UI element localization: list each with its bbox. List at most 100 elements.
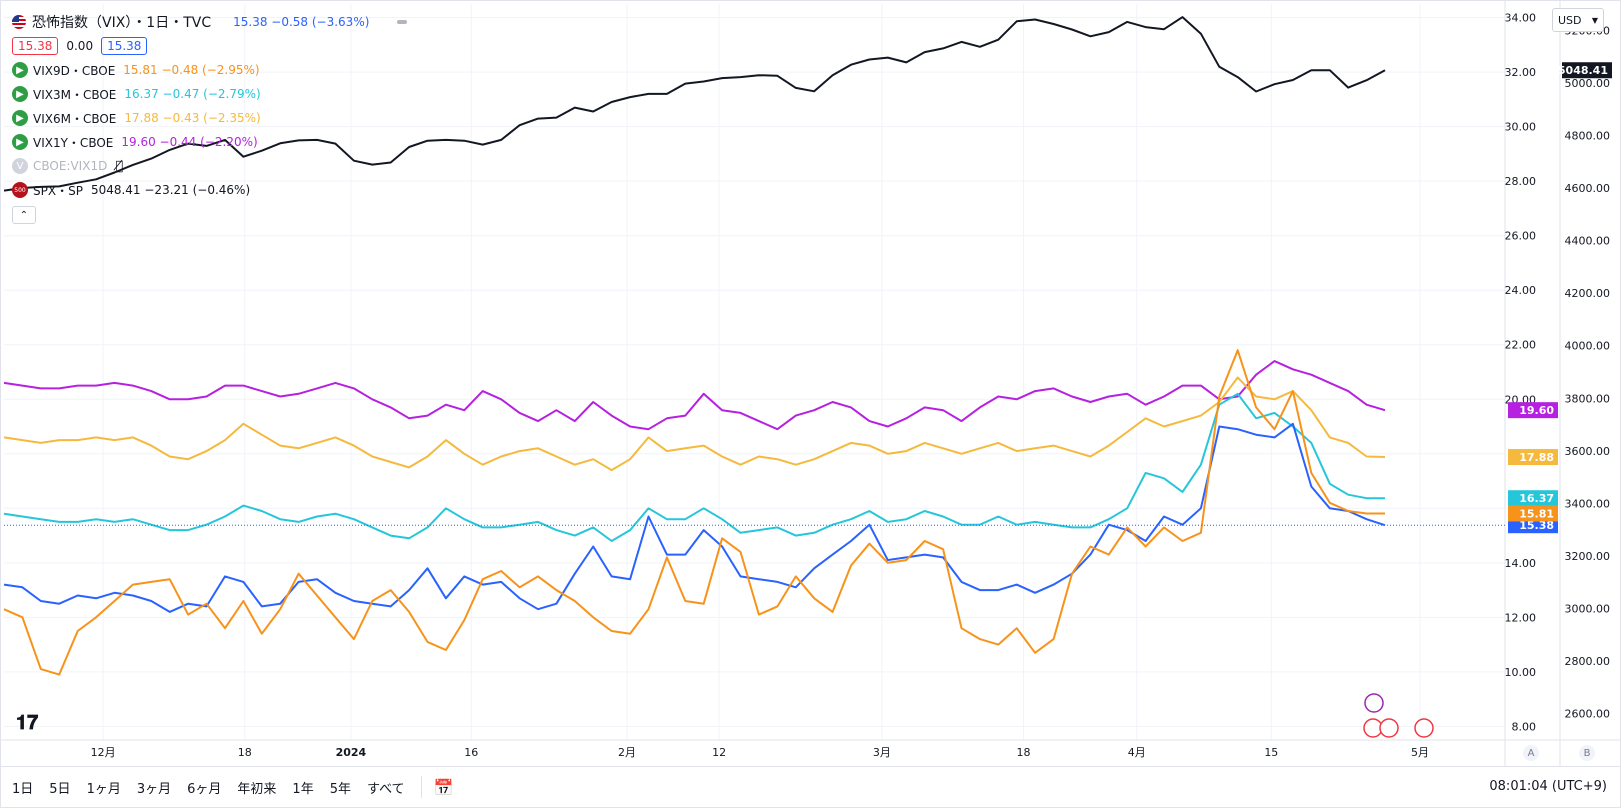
eye-crossed-icon[interactable]: 👁̸ [115, 158, 124, 174]
right-axis-tick-label: 3000.00 [1565, 603, 1611, 616]
right-axis-tick-label: 4200.00 [1565, 287, 1611, 300]
bottom-toolbar: 1日 5日 1ヶ月 3ヶ月 6ヶ月 年初来 1年 5年 すべて 📅 08:01:… [0, 766, 1621, 807]
series-line [3, 422, 1386, 613]
series-values: 17.88 −0.43 (−2.35%) [124, 111, 261, 125]
right-axis-tick-label: 2600.00 [1565, 708, 1611, 721]
x-axis-tick-label: 12月 [91, 746, 116, 759]
last-value-badge [1562, 62, 1612, 79]
tradingview-logo-icon[interactable]: 𝟏𝟕 [16, 710, 39, 734]
left-axis-tick-label: 14.00 [1505, 557, 1537, 570]
range-5d[interactable]: 5日 [49, 781, 71, 797]
series-row-spx[interactable]: 500 SPX・SP 5048.41 −23.21 (−0.46%) [12, 178, 407, 202]
right-axis-tick-label: 3400.00 [1565, 497, 1611, 510]
left-axis-tick-label: 34.00 [1505, 12, 1537, 25]
x-axis-tick-label: 2024 [336, 746, 367, 759]
series-line [3, 376, 1386, 472]
series-values: 15.81 −0.48 (−2.95%) [123, 63, 260, 77]
sp500-icon: 500 [12, 182, 28, 198]
clock[interactable]: 08:01:04 (UTC+9) [1489, 779, 1607, 794]
right-axis-tick-label: 2800.00 [1565, 655, 1611, 668]
main-series-values: 15.38 −0.58 (−3.63%) [233, 15, 370, 29]
right-axis-tick-label: 3800.00 [1565, 392, 1611, 405]
left-axis-tick-label: 10.00 [1505, 666, 1537, 679]
left-axis-tick-label: 32.00 [1505, 66, 1537, 79]
right-axis-tick-label: 5000.00 [1565, 77, 1611, 90]
v-icon: V [12, 158, 28, 174]
chart-canvas[interactable]: 8.0010.0012.0014.0020.0022.0024.0026.002… [0, 0, 1621, 766]
play-icon: ▶ [12, 134, 28, 150]
currency-select[interactable]: USD ▼ [1552, 8, 1604, 32]
last-value-label: 15.81 [1519, 507, 1554, 520]
series-values: 16.37 −0.47 (−2.79%) [124, 87, 261, 101]
range-3m[interactable]: 3ヶ月 [136, 781, 172, 797]
x-axis-tick-label: 12 [712, 746, 726, 759]
right-axis-tick-label: 4000.00 [1565, 340, 1611, 353]
ask-price-box[interactable]: 15.38 [101, 37, 148, 55]
range-1m[interactable]: 1ヶ月 [86, 781, 121, 797]
main-series-title[interactable]: 恐怖指数（VIX）・1日・TVC [32, 15, 212, 31]
left-axis-tick-label: 24.00 [1505, 284, 1537, 297]
range-1y[interactable]: 1年 [292, 781, 314, 797]
left-axis-tick-label: 26.00 [1505, 230, 1537, 243]
series-name: VIX6M・CBOE [33, 111, 117, 126]
x-axis-tick-label: 2月 [618, 746, 636, 759]
series-line [3, 16, 1386, 192]
x-axis-tick-label: 18 [1017, 746, 1031, 759]
range-ytd[interactable]: 年初来 [237, 781, 277, 797]
series-row-vix1y[interactable]: ▶ VIX1Y・CBOE 19.60 −0.44 (−2.20%) [12, 130, 407, 154]
us-flag-icon [12, 15, 26, 29]
last-value-badge [1508, 402, 1558, 419]
last-value-badge [1508, 505, 1558, 522]
series-name: VIX9D・CBOE [33, 63, 116, 78]
last-value-label: 15.38 [1519, 519, 1554, 532]
right-axis-tick-label: 3200.00 [1565, 550, 1611, 563]
left-axis-tick-label: 8.00 [1512, 720, 1537, 733]
log-scale-button[interactable]: B [1579, 745, 1595, 761]
series-name: SPX・SP [33, 183, 83, 198]
series-row-vix1d[interactable]: V CBOE:VIX1D 👁̸ [12, 154, 407, 178]
event-flag-icon [1414, 718, 1434, 738]
goto-date-icon[interactable]: 📅 [433, 777, 454, 797]
series-values: 19.60 −0.44 (−2.20%) [121, 135, 258, 149]
price-boxes-row: 15.38 0.00 15.38 [12, 34, 407, 58]
event-flag-icon [1379, 718, 1399, 738]
left-axis-tick-label: 30.00 [1505, 121, 1537, 134]
collapse-legend-icon[interactable]: ⌃ [12, 206, 36, 224]
series-row-vix6m[interactable]: ▶ VIX6M・CBOE 17.88 −0.43 (−2.35%) [12, 106, 407, 130]
main-series-row[interactable]: 恐怖指数（VIX）・1日・TVC 15.38 −0.58 (−3.63%) [12, 10, 408, 34]
range-6m[interactable]: 6ヶ月 [187, 781, 222, 797]
x-axis-tick-label: 5月 [1411, 746, 1429, 759]
range-1d[interactable]: 1日 [12, 781, 34, 797]
bid-price-box[interactable]: 15.38 [12, 37, 59, 55]
hide-series-icon[interactable] [397, 20, 408, 24]
toolbar-divider [420, 776, 422, 798]
left-axis-tick-label: 12.00 [1505, 611, 1537, 624]
series-line [3, 392, 1385, 542]
x-axis-tick-label: 4月 [1128, 746, 1146, 759]
range-all[interactable]: すべて [366, 781, 405, 797]
x-axis-tick-label: 16 [464, 746, 478, 759]
series-row-vix9d[interactable]: ▶ VIX9D・CBOE 15.81 −0.48 (−2.95%) [12, 58, 407, 82]
series-row-vix3m[interactable]: ▶ VIX3M・CBOE 16.37 −0.47 (−2.79%) [12, 82, 407, 106]
spread-value: 0.00 [66, 39, 94, 53]
chevron-down-icon: ▼ [1591, 15, 1598, 25]
play-icon: ▶ [12, 110, 28, 126]
right-axis-tick-label: 4800.00 [1565, 129, 1611, 142]
last-value-label: 16.37 [1519, 492, 1554, 505]
right-axis-tick-label: 4400.00 [1565, 235, 1611, 248]
right-axis-tick-label: 4600.00 [1565, 182, 1611, 195]
legend: 恐怖指数（VIX）・1日・TVC 15.38 −0.58 (−3.63%) 15… [12, 10, 408, 226]
auto-scale-button[interactable]: A [1523, 745, 1539, 761]
collapse-row: ⌃ [12, 202, 407, 226]
last-value-badge [1508, 490, 1558, 507]
play-icon: ▶ [12, 86, 28, 102]
series-name: VIX3M・CBOE [33, 87, 117, 102]
last-value-label: 19.60 [1519, 404, 1554, 417]
event-bolt-icon [1364, 693, 1384, 713]
series-line [3, 360, 1386, 431]
currency-label: USD [1558, 13, 1582, 27]
x-axis-tick-label: 3月 [873, 746, 891, 759]
range-5y[interactable]: 5年 [329, 781, 351, 797]
left-axis-tick-label: 28.00 [1505, 175, 1537, 188]
left-axis-tick-label: 22.00 [1505, 339, 1537, 352]
